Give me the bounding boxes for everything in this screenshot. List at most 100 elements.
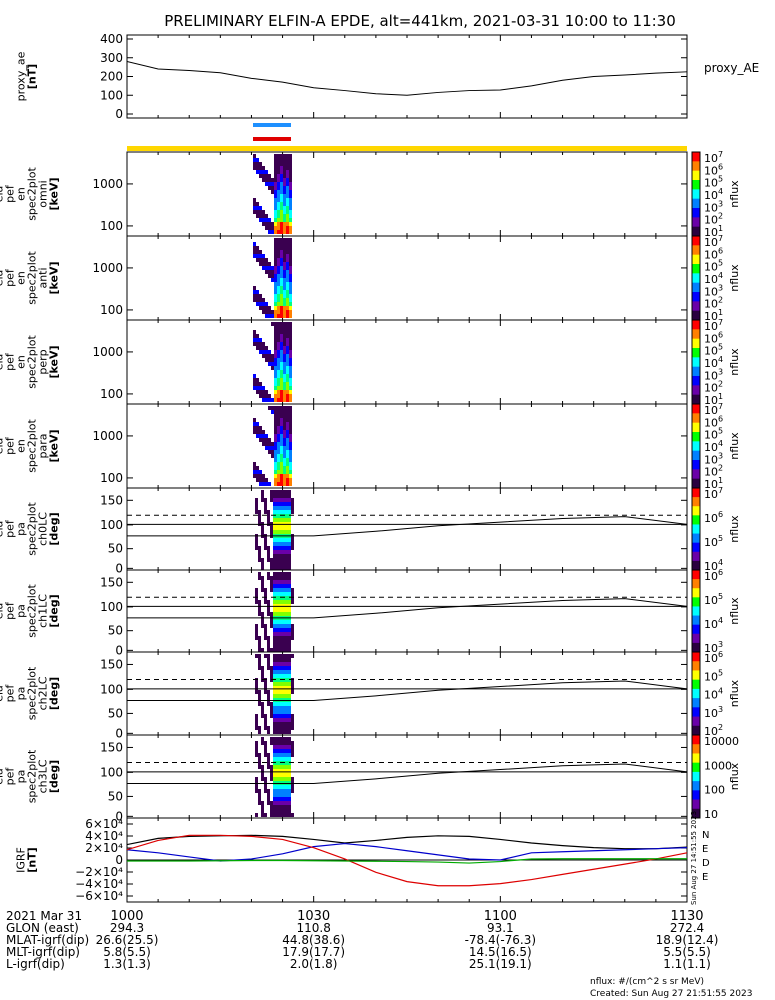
y-tick-label: 200 [100,70,123,84]
spec-pixel [274,302,277,306]
spec-pixel [274,442,277,446]
spec-pixel [274,194,277,198]
spec-pixel [280,174,283,178]
spec-pixel [265,394,268,398]
spec-pixel [282,777,285,781]
spec-pixel [265,350,268,354]
spec-pixel [277,222,280,226]
spec-pixel [274,262,277,266]
spec-pixel [279,690,282,694]
spectrogram [255,737,294,817]
spec-pixel [258,654,261,658]
spec-pixel [279,801,282,805]
spec-pixel [270,580,273,584]
spec-pixel [291,624,294,628]
spec-pixel [279,749,282,753]
spec-pixel [288,753,291,757]
spec-pixel [280,346,283,350]
spec-pixel [279,636,282,640]
spec-pixel [276,542,279,546]
spec-pixel [285,805,288,809]
spec-pixel [285,813,288,817]
spec-pixel [259,206,262,210]
spec-pixel [282,745,285,749]
colorbar-exponent: 6 [718,330,723,339]
spec-pixel [288,518,291,522]
spec-pixel [288,694,291,698]
spec-pixel [274,186,277,190]
spec-pixel [270,737,273,741]
spec-pixel [274,206,277,210]
colorbar-band [692,460,700,470]
spec-pixel [258,753,261,757]
spec-pixel [274,438,277,442]
spec-pixel [255,686,258,690]
spec-pixel [276,502,279,506]
spec-pixel [280,422,283,426]
spec-pixel [279,530,282,534]
spec-pixel [258,636,261,640]
spec-pixel [285,682,288,686]
spec-pixel [289,162,292,166]
colorbar-tick: 10 [704,273,718,286]
spec-pixel [259,394,262,398]
y-tick-label: 50 [108,542,123,556]
spec-pixel [279,714,282,718]
spec-pixel [256,346,259,350]
spec-pixel [289,202,292,206]
spec-pixel [286,274,289,278]
spec-pixel [273,632,276,636]
spec-pixel [289,242,292,246]
spec-pixel [270,558,273,562]
spec-pixel [283,262,286,266]
y-tick-label: −6×10⁴ [75,889,123,903]
colorbar-exponent: 3 [718,199,723,208]
spec-pixel [285,777,288,781]
spec-pixel [255,636,258,640]
spec-pixel [291,628,294,632]
spec-pixel [261,706,264,710]
spec-pixel [277,414,280,418]
spec-pixel [276,757,279,761]
spec-pixel [282,648,285,652]
spec-pixel [289,166,292,170]
spec-pixel [253,246,256,250]
spec-pixel [255,718,258,722]
spec-pixel [289,362,292,366]
panel-frame [126,319,688,405]
spec-pixel [283,246,286,250]
spec-pixel [258,690,261,694]
colorbar-band [692,790,700,801]
spec-pixel [283,190,286,194]
spec-pixel [271,270,274,274]
spec-pixel [289,214,292,218]
spec-pixel [274,178,277,182]
colorbar-tick: 10 [704,298,718,311]
spec-pixel [280,182,283,186]
spec-pixel [279,706,282,710]
spec-pixel [258,640,261,644]
spec-pixel [285,674,288,678]
spec-pixel [273,588,276,592]
spec-pixel [273,694,276,698]
spec-pixel [255,777,258,781]
spec-pixel [268,266,271,270]
spec-pixel [258,572,261,576]
spec-pixel [276,632,279,636]
spec-pixel [255,506,258,510]
spec-pixel [268,230,271,234]
spec-pixel [282,506,285,510]
spec-pixel [276,745,279,749]
spec-pixel [288,554,291,558]
spec-pixel [288,805,291,809]
spec-pixel [289,258,292,262]
spec-pixel [274,326,277,330]
spec-pixel [264,785,267,789]
spec-pixel [283,334,286,338]
spec-pixel [282,793,285,797]
spec-pixel [262,306,265,310]
spec-pixel [286,242,289,246]
spec-pixel [264,722,267,726]
spec-pixel [283,466,286,470]
